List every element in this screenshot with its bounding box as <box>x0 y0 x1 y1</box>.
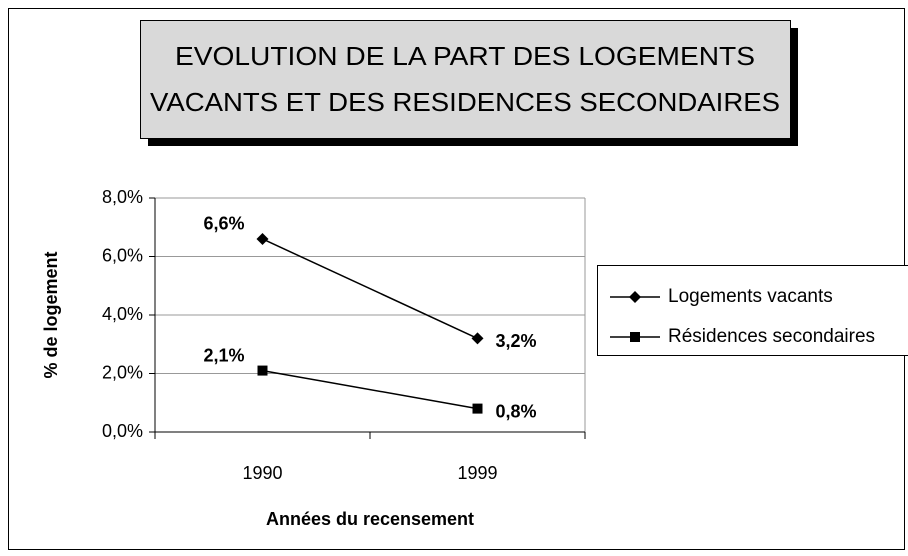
legend-box <box>597 265 908 356</box>
x-axis-title: Années du recensement <box>266 509 474 529</box>
data-label: 6,6% <box>203 214 244 234</box>
y-axis-title: % de logement <box>41 251 61 378</box>
title-box <box>140 20 791 139</box>
y-tick-label: 4,0% <box>102 304 143 324</box>
marker <box>630 332 640 342</box>
series-line <box>262 238 478 340</box>
chart-title: VACANTS ET DES RESIDENCES SECONDAIRES <box>150 87 780 117</box>
x-tick-label: 1990 <box>242 463 282 483</box>
marker <box>257 365 268 376</box>
marker <box>472 403 483 414</box>
marker <box>471 332 484 345</box>
marker <box>629 291 641 303</box>
data-label: 2,1% <box>203 345 244 365</box>
series-line <box>262 369 478 410</box>
y-tick-label: 2,0% <box>102 362 143 382</box>
y-tick-label: 8,0% <box>102 187 143 207</box>
legend-label: Logements vacants <box>668 286 833 307</box>
x-tick-label: 1999 <box>457 463 497 483</box>
chart-title: EVOLUTION DE LA PART DES LOGEMENTS <box>175 41 755 71</box>
legend-label: Résidences secondaires <box>668 326 875 347</box>
data-label: 3,2% <box>496 331 537 351</box>
marker <box>256 232 269 245</box>
y-tick-label: 0,0% <box>102 421 143 441</box>
data-label: 0,8% <box>496 401 537 421</box>
y-tick-label: 6,0% <box>102 245 143 265</box>
